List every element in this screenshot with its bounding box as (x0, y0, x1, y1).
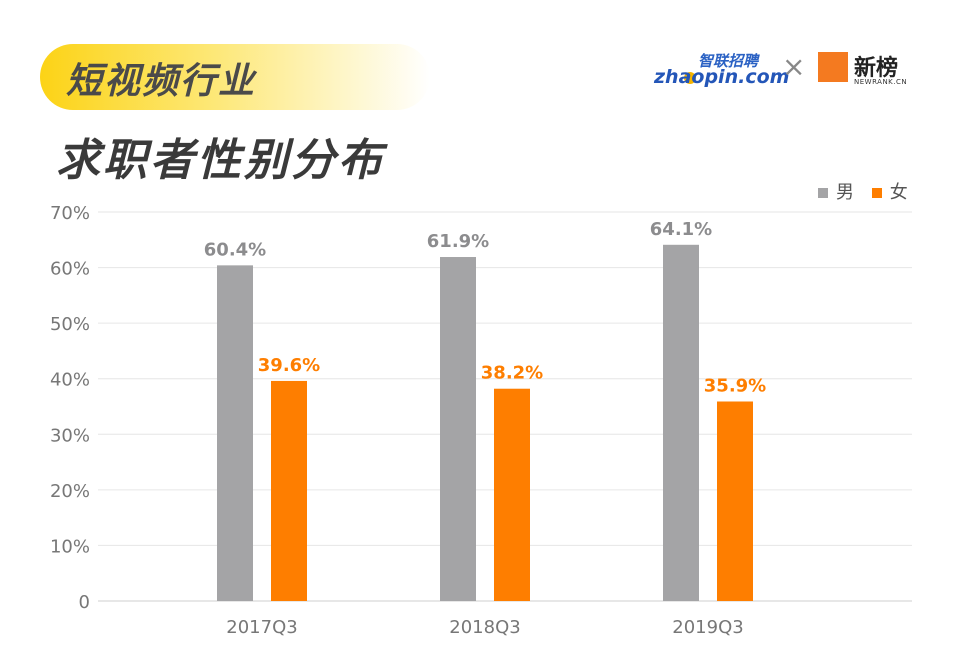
bar-male (663, 244, 699, 601)
chart-title: 求职者性别分布 (56, 135, 385, 186)
bar-female (271, 380, 307, 601)
y-tick-label: 20% (50, 481, 90, 502)
zhaopin-logo-en: zhaopin.com (654, 66, 790, 88)
y-tick-label: 40% (50, 370, 90, 391)
data-label-male: 64.1% (650, 219, 712, 240)
legend-item-male: 男 (818, 178, 854, 204)
y-tick-label: 60% (50, 259, 90, 280)
data-label-female: 35.9% (704, 375, 766, 396)
y-tick-label: 30% (50, 425, 90, 446)
cross-icon: × (782, 50, 806, 83)
zhaopin-logo: 智联招聘 zhaopin.com (654, 50, 789, 94)
zhaopin-logo-cn: 智联招聘 (698, 52, 759, 70)
data-label-female: 39.6% (258, 355, 320, 376)
legend-swatch-female (871, 188, 882, 198)
newrank-logo-mark (818, 52, 848, 82)
chart-legend: 男 女 (818, 178, 920, 204)
x-tick-label: 2018Q3 (449, 617, 520, 638)
y-tick-label: 70% (50, 203, 90, 224)
legend-item-female: 女 (871, 178, 908, 204)
data-label-female: 38.2% (481, 363, 543, 384)
newrank-logo-en: NEWRANK.CN (854, 78, 908, 86)
legend-label-male: 男 (836, 182, 854, 203)
y-tick-label: 50% (50, 314, 90, 335)
bar-female (494, 388, 530, 601)
x-tick-label: 2019Q3 (672, 617, 743, 638)
data-label-male: 60.4% (204, 239, 266, 260)
bar-female (717, 401, 753, 601)
data-label-male: 61.9% (427, 231, 489, 252)
x-tick-label: 2017Q3 (226, 617, 297, 638)
category-tag: 短视频行业 (66, 61, 257, 102)
y-tick-label: 10% (50, 536, 90, 557)
bar-male (440, 257, 476, 601)
newrank-logo-cn: 新榜 (854, 56, 899, 81)
legend-swatch-male (818, 188, 828, 198)
category-tag-background (40, 44, 430, 110)
bar-male (217, 265, 253, 601)
y-tick-label: 0 (79, 592, 90, 613)
legend-label-female: 女 (889, 182, 908, 203)
newrank-logo: 新榜 NEWRANK.CN (818, 50, 918, 90)
zhaopin-logo-dot (684, 72, 696, 84)
